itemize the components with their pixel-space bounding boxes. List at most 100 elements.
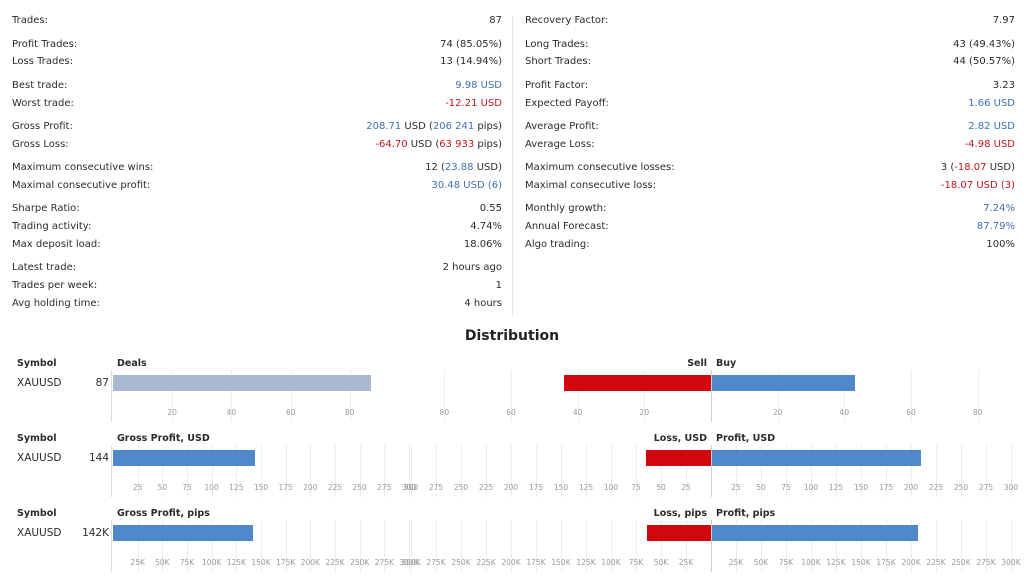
left-tick-label: 150K [251, 558, 271, 567]
stat-row: Algo trading: 100% [525, 238, 1015, 252]
distribution-section: Symbol XAUUSD 87 Deals Sell Buy 20 40 60 80 80 60 40… [0, 356, 1024, 426]
negative-tick-label: 25 [681, 483, 691, 492]
left-chart-title: Gross Profit, pips [117, 508, 210, 519]
left-value-bar [113, 450, 256, 466]
negative-tick-label: 175K [526, 558, 546, 567]
stat-label: Recovery Factor: [525, 15, 609, 26]
positive-chart-title: Profit, pips [716, 508, 776, 519]
left-chart-title: Gross Profit, USD [117, 433, 210, 444]
negative-tick-label: 150 [553, 483, 569, 492]
negative-tick-label: 75 [631, 483, 641, 492]
left-gridline [211, 520, 213, 572]
stat-value: 13 (14.94%) [440, 56, 502, 67]
negative-tick-label: 60 [506, 408, 516, 417]
positive-tick-label: 75K [778, 558, 794, 567]
symbol-count: 144 [88, 452, 109, 464]
negative-gridline [661, 445, 662, 497]
negative-gridline [411, 520, 412, 572]
left-gridline [285, 445, 287, 497]
positive-tick-label: 25K [728, 558, 744, 567]
left-gridline [261, 520, 262, 572]
positive-value-bar [712, 450, 921, 466]
negative-gridline [444, 370, 446, 422]
stat-value: 3 (-18.07 USD) [940, 162, 1015, 173]
negative-gridline [536, 520, 537, 572]
stat-label: Maximal consecutive profit: [12, 180, 151, 191]
positive-gridline [777, 370, 779, 422]
stat-label: Gross Loss: [12, 139, 69, 150]
stat-value: 87.79% [976, 221, 1015, 232]
stat-row: Best trade: 9.98 USD [12, 79, 502, 93]
stat-label: Avg holding time: [12, 298, 100, 309]
stat-row: Worst trade: -12.21 USD [12, 97, 502, 111]
left-tick-label: 275K [374, 558, 394, 567]
positive-tick-label: 250K [951, 558, 971, 567]
stat-value: -4.98 USD [964, 139, 1015, 150]
left-gridline [310, 520, 312, 572]
negative-tick-label: 175 [528, 483, 544, 492]
positive-tick-label: 150 [853, 483, 869, 492]
stat-value: 0.55 [479, 203, 502, 214]
left-gridline [285, 520, 287, 572]
stat-row: Profit Trades: 74 (85.05%) [12, 38, 502, 52]
positive-gridline [736, 520, 737, 572]
left-gridline [137, 445, 139, 497]
stat-value: 4.74% [470, 221, 502, 232]
stat-label: Sharpe Ratio: [12, 203, 80, 214]
column-divider [512, 16, 513, 316]
stat-row: Maximum consecutive losses: 3 (-18.07 USD… [525, 161, 1015, 175]
negative-gridline [436, 445, 437, 497]
positive-gridline [811, 445, 812, 497]
stat-value: -18.07 USD (3) [940, 180, 1015, 191]
negative-tick-label: 125 [578, 483, 594, 492]
negative-gridline [611, 520, 612, 572]
stat-label: Worst trade: [12, 98, 74, 109]
stat-value: -12.21 USD [445, 98, 502, 109]
left-gridline [409, 445, 410, 497]
positive-gridline [911, 370, 912, 422]
negative-tick-label: 200 [503, 483, 519, 492]
left-gridline [162, 520, 164, 572]
negative-gridline [611, 445, 612, 497]
stat-label: Maximum consecutive losses: [525, 162, 675, 173]
stat-value: 1 [495, 280, 502, 291]
center-axis [711, 520, 712, 572]
stat-row: Avg holding time: 4 hours [12, 297, 502, 311]
stat-value: 9.98 USD [455, 80, 502, 91]
negative-gridline [586, 445, 587, 497]
stat-label: Maximum consecutive wins: [12, 162, 154, 173]
positive-chart-title: Profit, USD [716, 433, 776, 444]
negative-tick-label: 125K [576, 558, 596, 567]
negative-gridline [486, 520, 487, 572]
positive-gridline [861, 520, 862, 572]
distribution-title: Distribution [464, 328, 560, 344]
stat-value: 12 (23.88 USD) [425, 162, 502, 173]
stat-value: 4 hours [464, 298, 502, 309]
stat-value: 2.82 USD [968, 121, 1015, 132]
positive-tick-label: 20 [772, 408, 783, 417]
positive-gridline [861, 445, 862, 497]
positive-gridline [836, 520, 837, 572]
stat-value: 7.97 [992, 15, 1015, 26]
left-tick-label: 75 [182, 483, 192, 492]
center-axis [711, 445, 712, 497]
negative-tick-label: 300 [403, 483, 419, 492]
stat-row: Gross Loss: -64.70 USD (63 933 pips) [12, 138, 502, 152]
left-gridline [261, 445, 262, 497]
stat-label: Loss Trades: [12, 56, 74, 67]
stat-value: 3.23 [992, 80, 1015, 91]
negative-gridline [536, 445, 537, 497]
positive-tick-label: 275K [976, 558, 996, 567]
positive-tick-label: 225K [926, 558, 946, 567]
stat-row: Monthly growth: 7.24% [525, 202, 1015, 216]
positive-tick-label: 50 [756, 483, 766, 492]
stat-value: 7.24% [983, 203, 1015, 214]
symbol-header: Symbol [17, 358, 57, 369]
positive-tick-label: 100K [801, 558, 821, 567]
negative-gridline [436, 520, 437, 572]
stat-row: Gross Profit: 208.71 USD (206 241 pips) [12, 120, 502, 134]
negative-tick-label: 100 [603, 483, 619, 492]
left-tick-label: 250K [350, 558, 370, 567]
positive-tick-label: 175 [878, 483, 894, 492]
stat-label: Max deposit load: [12, 239, 101, 250]
